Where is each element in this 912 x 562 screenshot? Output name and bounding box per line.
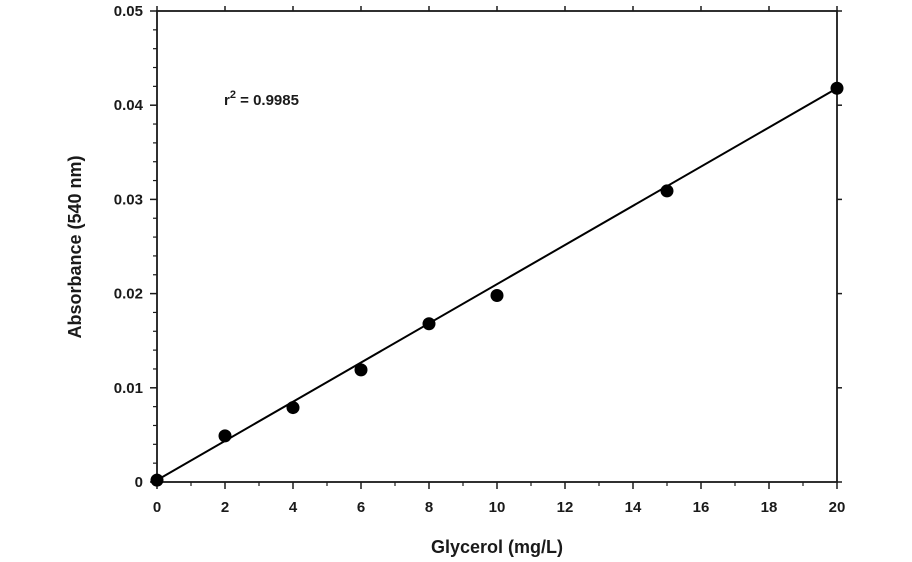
x-tick-label: 18 bbox=[761, 499, 778, 516]
y-tick-label: 0.03 bbox=[114, 191, 143, 208]
r-squared-annotation: r2 = 0.9985 bbox=[224, 89, 299, 109]
data-point bbox=[490, 288, 504, 302]
y-tick-label: 0 bbox=[135, 474, 143, 491]
data-point bbox=[150, 473, 164, 487]
x-tick-label: 12 bbox=[557, 499, 574, 516]
data-point bbox=[830, 81, 844, 95]
r-squared-base: r bbox=[224, 92, 230, 109]
plot-frame bbox=[156, 10, 838, 483]
y-tick-label: 0.04 bbox=[114, 97, 144, 114]
data-points bbox=[150, 81, 844, 487]
x-tick-label: 0 bbox=[153, 499, 161, 516]
x-tick-label: 4 bbox=[289, 499, 298, 516]
x-tick-label: 20 bbox=[829, 499, 846, 516]
axes bbox=[150, 6, 842, 489]
x-axis-title: Glycerol (mg/L) bbox=[431, 537, 563, 557]
x-tick-label: 8 bbox=[425, 499, 433, 516]
r-squared-superscript: 2 bbox=[230, 89, 236, 101]
r-squared-value: = 0.9985 bbox=[236, 92, 299, 109]
regression-line bbox=[156, 87, 838, 481]
data-point bbox=[286, 401, 300, 415]
tick-labels: 0 2 4 6 8 10 12 14 16 18 20 0 0.01 0.02 0.03 0.04 0.05 bbox=[114, 3, 846, 516]
x-tick-label: 16 bbox=[693, 499, 710, 516]
x-tick-label: 6 bbox=[357, 499, 365, 516]
y-tick-label: 0.01 bbox=[114, 380, 143, 397]
y-tick-label: 0.05 bbox=[114, 3, 143, 20]
fit-line-layer bbox=[156, 87, 838, 481]
x-tick-label: 2 bbox=[221, 499, 229, 516]
y-axis-title: Absorbance (540 nm) bbox=[65, 155, 85, 338]
data-point bbox=[660, 184, 674, 198]
y-tick-label: 0.02 bbox=[114, 286, 143, 303]
x-tick-label: 10 bbox=[489, 499, 506, 516]
x-tick-label: 14 bbox=[625, 499, 642, 516]
data-point bbox=[422, 317, 436, 331]
data-point bbox=[354, 363, 368, 377]
data-point bbox=[218, 429, 232, 443]
